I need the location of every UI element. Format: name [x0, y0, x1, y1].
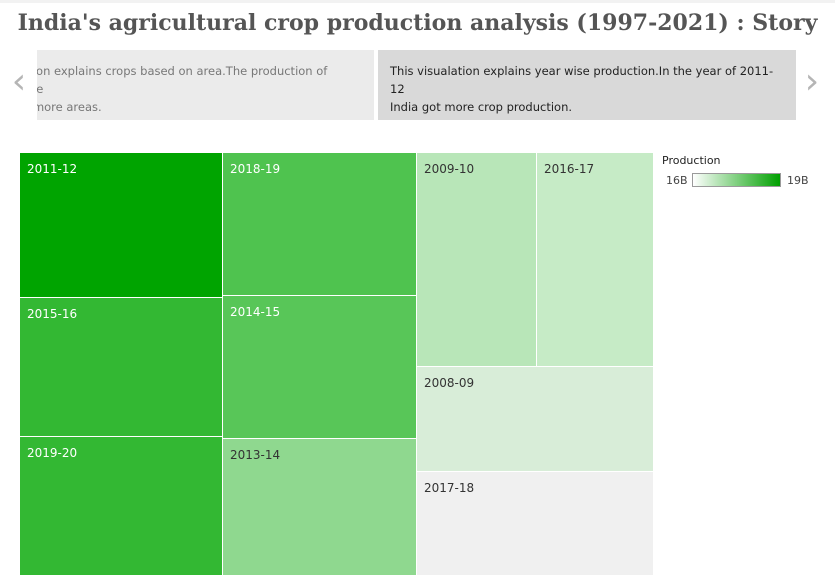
- treemap-tile-2011-12[interactable]: 2011-12: [20, 153, 223, 298]
- treemap-tile-2014-15[interactable]: 2014-15: [223, 296, 417, 439]
- chevron-right-icon[interactable]: ›: [804, 61, 820, 102]
- treemap-tile-2019-20[interactable]: 2019-20: [20, 437, 223, 576]
- story-point-previous[interactable]: ction explains crops based on area.The p…: [37, 50, 374, 120]
- page-title: India's agricultural crop production ana…: [17, 10, 818, 36]
- treemap-tile-2015-16[interactable]: 2015-16: [20, 298, 223, 437]
- treemap-tile-2009-10[interactable]: 2009-10: [417, 153, 537, 367]
- legend-title: Production: [662, 154, 721, 167]
- treemap-tile-2013-14[interactable]: 2013-14: [223, 439, 417, 576]
- story-point-current-text: This visualation explains year wise prod…: [390, 64, 774, 114]
- story-navigator: ction explains crops based on area.The p…: [37, 50, 796, 120]
- treemap-tile-2016-17[interactable]: 2016-17: [537, 153, 654, 367]
- chevron-left-icon[interactable]: ‹: [11, 61, 27, 102]
- production-treemap: 2011-12 2015-16 2019-20 2018-19 2014-15 2013-…: [20, 153, 654, 576]
- story-point-previous-text: ction explains crops based on area.The p…: [37, 64, 328, 114]
- treemap-tile-2017-18[interactable]: 2017-18: [417, 472, 654, 576]
- treemap-tile-2008-09[interactable]: 2008-09: [417, 367, 654, 472]
- story-point-current[interactable]: This visualation explains year wise prod…: [378, 50, 796, 120]
- legend-gradient-bar: [692, 173, 781, 187]
- color-legend: Production 16B 19B: [662, 154, 822, 189]
- treemap-tile-2018-19[interactable]: 2018-19: [223, 153, 417, 296]
- top-divider: [0, 0, 835, 3]
- legend-max-label: 19B: [787, 174, 809, 187]
- legend-min-label: 16B: [666, 174, 688, 187]
